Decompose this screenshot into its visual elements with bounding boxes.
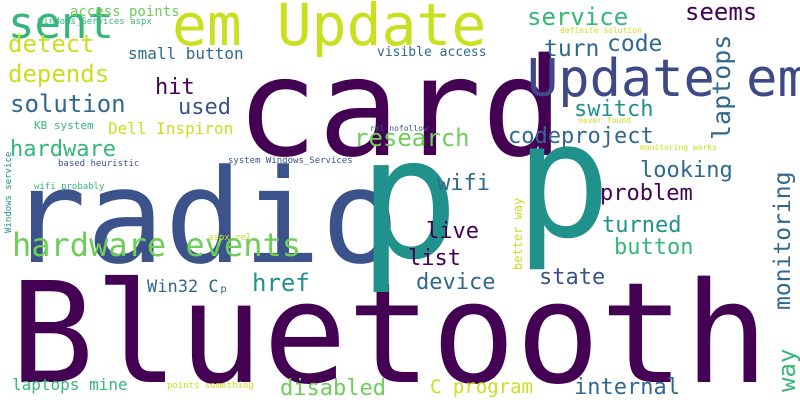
word-em-update: em Update xyxy=(172,0,486,59)
word-system-windows-services: system Windows_Services xyxy=(228,156,353,166)
word-looking: looking xyxy=(640,158,733,183)
word-code: code xyxy=(607,31,662,57)
word-hardware: hardware xyxy=(10,137,116,162)
word-laptops-mine: laptops mine xyxy=(12,375,128,394)
word-dell-inspiron: Dell Inspiron xyxy=(108,119,233,138)
word-problem: problem xyxy=(600,181,693,206)
word-wifi-probably: wifi probably xyxy=(34,182,105,192)
word-used: used xyxy=(178,95,231,120)
word-button: button xyxy=(614,235,693,260)
word-p: p xyxy=(515,87,611,274)
word-solution: solution xyxy=(10,90,126,118)
word-seems: seems xyxy=(685,0,757,26)
word-win32-c: Win32 Cₚ xyxy=(147,277,229,297)
word-hit: hit xyxy=(155,75,195,100)
word-visible-access: visible access xyxy=(377,45,487,60)
word-codeproject: codeproject xyxy=(508,124,654,149)
word-monitoring-works: monitoring works xyxy=(640,143,717,152)
word-kb-system: KB system xyxy=(34,119,94,132)
word-detect: detect xyxy=(8,30,95,58)
word-small-button: small button xyxy=(128,44,244,63)
word-c-program: C program xyxy=(430,376,533,398)
word-depends: depends xyxy=(8,60,109,88)
word-switch: switch xyxy=(574,97,653,122)
word-never-found: never found xyxy=(578,116,631,125)
word-bluetooth: Bluetooth xyxy=(10,253,769,400)
word-device: device xyxy=(416,270,495,295)
word-windows-service: Windows service xyxy=(4,152,14,233)
word-disabled: disabled xyxy=(280,376,386,400)
word-turned: turned xyxy=(602,213,681,238)
word-rel-nofollow: rel nofollow xyxy=(370,124,428,133)
word-update-em: Update em xyxy=(527,49,800,109)
word-radio: radio xyxy=(8,141,399,293)
word-list: list xyxy=(408,246,461,271)
word-wifi: wifi xyxy=(437,171,490,196)
word-state: state xyxy=(539,265,605,290)
word-internal: internal xyxy=(574,375,680,400)
word-turn: turn xyxy=(544,36,599,62)
word-better-way: better way xyxy=(511,198,525,270)
word-sent: sent xyxy=(8,0,114,49)
word-research: research xyxy=(354,124,470,152)
word-service: service xyxy=(527,3,628,31)
word-access-points: access points xyxy=(70,4,180,20)
word-aspx-rel: aspx rel xyxy=(208,233,251,243)
word-monitoring: monitoring xyxy=(770,172,796,310)
word-live: live xyxy=(426,219,479,244)
word-based-heuristic: based heuristic xyxy=(58,159,139,169)
word-card: card xyxy=(236,30,564,188)
word-hardware-events: hardware events xyxy=(12,226,301,264)
word-points-something: points something xyxy=(167,381,254,391)
word-laptops: laptops xyxy=(707,35,736,140)
word-windows-services-aspx: Windows_Services aspx xyxy=(38,17,152,27)
word-way: way xyxy=(773,349,800,392)
word-p: p xyxy=(358,101,459,297)
word-definite-solution: definite solution xyxy=(560,26,642,35)
word-href: href xyxy=(252,269,310,297)
